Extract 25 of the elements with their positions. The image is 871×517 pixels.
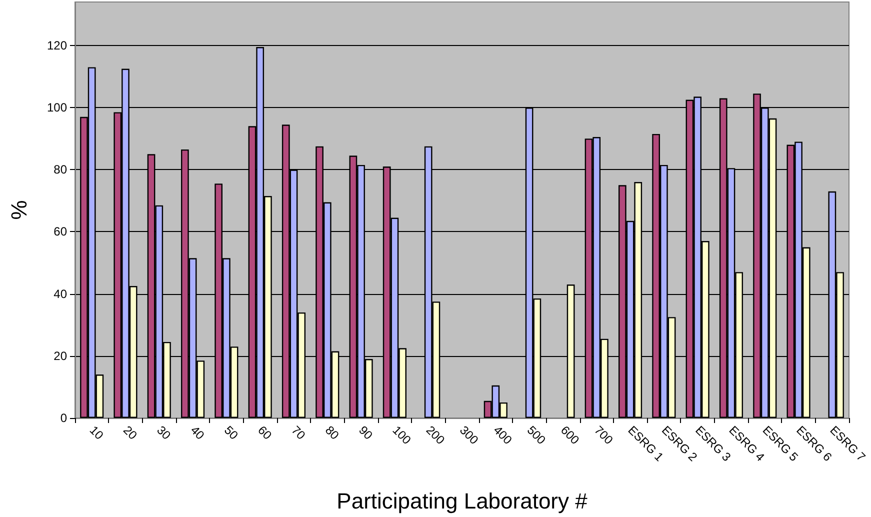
x-tick-label: 500 — [524, 423, 549, 448]
y-tick-label: 20 — [54, 348, 68, 363]
x-tick-label: 20 — [120, 423, 140, 443]
y-tick-label: 0 — [60, 411, 68, 425]
x-tick-label: 70 — [288, 423, 308, 443]
x-tick-label: 30 — [154, 423, 174, 443]
x-tick-label: 90 — [356, 423, 376, 443]
x-axis-title: Participating Laboratory # — [336, 488, 588, 514]
x-tick-label: 700 — [592, 423, 616, 448]
x-tick-label: 400 — [490, 423, 515, 448]
x-tick-label: 200 — [423, 423, 448, 448]
x-tick-label: 50 — [221, 423, 242, 443]
y-tick-label: 100 — [46, 100, 68, 115]
x-tick-label: 60 — [255, 423, 275, 443]
y-tick-label: 60 — [54, 224, 68, 239]
y-tick-label: 40 — [54, 286, 68, 301]
x-tick-label: 600 — [558, 423, 582, 448]
y-tick-label: 80 — [54, 162, 68, 177]
x-tick-label: 100 — [390, 423, 414, 448]
x-tick-label: 300 — [457, 423, 482, 448]
y-tick-label: 120 — [46, 38, 68, 52]
x-tick-label: 80 — [322, 423, 342, 443]
x-tick-label: 40 — [188, 423, 208, 443]
x-tick-label: 10 — [86, 423, 106, 443]
y-axis-title: % — [6, 200, 32, 220]
